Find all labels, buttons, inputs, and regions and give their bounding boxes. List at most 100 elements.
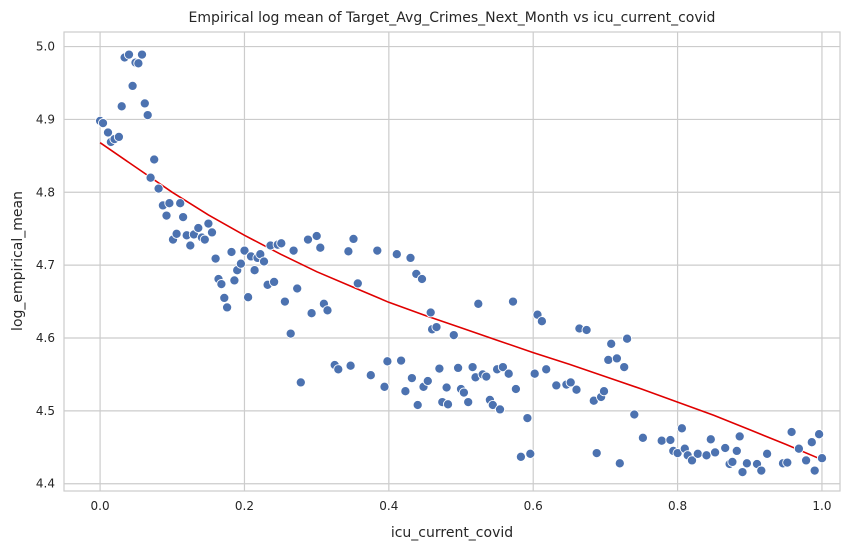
data-point [142,110,153,121]
data-point [522,413,533,424]
data-point [295,377,306,388]
data-point [405,252,416,263]
data-point [809,465,820,476]
data-point [343,246,354,257]
y-tick-label: 4.8 [36,185,55,199]
data-point [139,98,150,109]
data-point [710,447,721,458]
data-point [269,276,280,287]
plot-frame [63,31,841,492]
data-point [123,49,135,60]
data-point [786,426,797,438]
data-point [481,371,492,382]
data-point [441,382,452,393]
data-point [206,227,218,238]
data-point [734,431,745,442]
data-point [102,127,114,138]
data-point [416,273,428,285]
data-point [203,218,214,229]
data-point [185,240,196,251]
data-point [219,292,230,303]
data-point [692,448,703,459]
data-point [243,292,254,303]
data-point [178,212,189,223]
data-point [348,233,359,244]
data-point [814,429,825,440]
chart-title: Empirical log mean of Target_Avg_Crimes_… [189,10,716,26]
data-point [285,328,296,339]
data-point [565,377,576,388]
data-point [425,307,436,318]
data-point [507,296,519,307]
data-point [345,360,356,371]
data-point [249,265,260,276]
data-point [279,296,290,307]
data-point [149,154,160,165]
data-point [737,467,748,478]
data-point [515,451,526,462]
data-point [525,448,536,459]
data-point [510,383,521,395]
data-point [756,465,767,476]
data-point [503,368,514,379]
data-point [453,362,464,373]
data-point [216,279,227,290]
data-point [406,373,417,384]
data-point [136,49,148,60]
y-axis-label: log_empirical_mean [10,191,26,331]
data-point [793,443,804,454]
data-point [412,399,423,411]
data-point [591,448,602,459]
data-point [239,245,250,256]
data-point [199,234,210,245]
data-point [171,228,182,239]
y-tick-label: 4.9 [36,112,55,126]
x-tick-labels: 0.0 0.2 0.4 0.6 0.8 1.0 [91,499,832,513]
data-point [731,445,742,456]
x-tick-label: 0.0 [91,499,110,513]
x-tick-label: 0.8 [668,499,687,513]
data-point [606,338,617,349]
data-point [598,386,610,397]
scatter-points [95,49,828,478]
data-point [536,316,547,327]
data-point [222,302,233,313]
data-point [701,450,712,461]
data-point [762,448,773,459]
data-point [276,238,287,249]
data-point [226,246,237,258]
x-axis-label: icu_current_covid [391,525,513,541]
data-point [431,322,442,333]
data-point [116,101,127,112]
data-point [720,442,731,454]
y-tick-label: 4.5 [36,404,55,418]
data-point [581,324,592,336]
data-point [391,249,402,260]
data-point [302,234,314,245]
data-point [193,222,204,234]
data-point [686,455,698,466]
data-point [333,364,344,375]
data-point [467,362,478,373]
y-tick-label: 4.6 [36,331,55,345]
data-point [113,131,124,142]
data-point [672,448,683,459]
data-point [153,183,164,194]
gridlines [64,32,840,491]
data-point [727,456,738,467]
data-point [322,305,333,316]
data-point [541,364,552,375]
data-point [614,458,625,469]
data-point [315,242,326,253]
data-point [448,330,459,341]
data-point [382,356,393,367]
data-point [97,118,109,129]
data-point [611,353,622,364]
data-point [705,434,716,445]
data-point [311,230,322,242]
data-point [400,386,411,397]
data-point [551,380,562,391]
data-point [145,172,156,183]
y-tick-label: 4.4 [36,477,55,491]
data-point [676,423,687,434]
